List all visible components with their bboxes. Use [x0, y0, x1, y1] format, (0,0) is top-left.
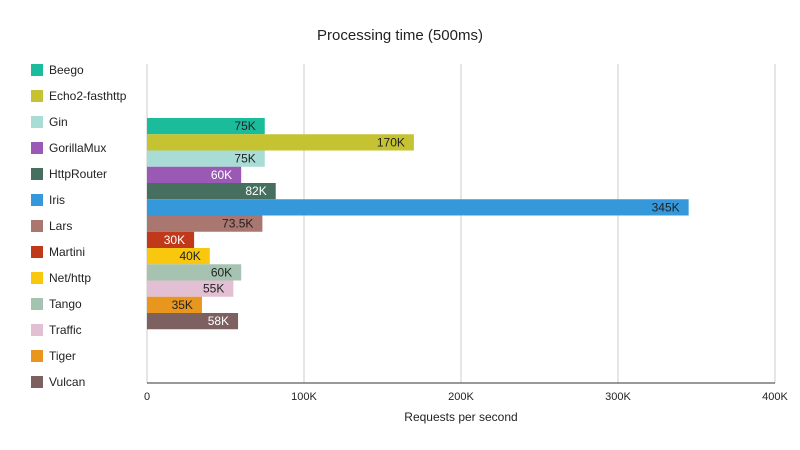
legend-label: Tiger — [49, 349, 76, 363]
bar — [147, 264, 242, 281]
bar — [147, 215, 263, 232]
legend-label: Net/http — [49, 271, 91, 285]
legend-swatch — [31, 298, 43, 310]
legend-swatch — [31, 350, 43, 362]
bar-data-label: 75K — [234, 119, 255, 133]
legend-swatch — [31, 64, 43, 76]
legend-swatch — [31, 194, 43, 206]
legend-label: Echo2-fasthttp — [49, 89, 127, 103]
bar — [147, 280, 234, 297]
bar-data-label: 55K — [203, 282, 224, 296]
legend-label: Gin — [49, 115, 68, 129]
bar-data-label: 30K — [164, 233, 185, 247]
bar — [147, 150, 265, 167]
bar-data-label: 73.5K — [222, 217, 253, 231]
legend-swatch — [31, 272, 43, 284]
bar — [147, 231, 195, 248]
bar-data-label: 35K — [172, 298, 193, 312]
bar-data-label: 60K — [211, 265, 232, 279]
legend-label: Beego — [49, 63, 84, 77]
bar — [147, 166, 242, 183]
bar-data-label: 170K — [377, 135, 405, 149]
legend-label: HttpRouter — [49, 167, 107, 181]
bar-data-label: 345K — [652, 200, 680, 214]
x-tick-label: 100K — [291, 391, 317, 403]
bar-data-label: 60K — [211, 168, 232, 182]
x-tick-label: 400K — [762, 391, 788, 403]
bar — [147, 248, 210, 265]
legend-label: Martini — [49, 245, 85, 259]
legend-swatch — [31, 246, 43, 258]
bar-data-label: 58K — [208, 314, 229, 328]
legend-label: Lars — [49, 219, 72, 233]
x-tick-label: 200K — [448, 391, 474, 403]
x-tick-labels: 0 100K 200K 300K 400K — [144, 391, 789, 403]
legend-swatch — [31, 376, 43, 388]
bar — [147, 183, 276, 200]
bars: 75K170K75K60K82K345K73.5K30K40K60K55K35K… — [147, 118, 689, 330]
legend-swatch — [31, 324, 43, 336]
legend-swatch — [31, 168, 43, 180]
bar-data-label: 75K — [234, 152, 255, 166]
bar-data-label: 40K — [179, 249, 200, 263]
bar — [147, 313, 239, 330]
x-tick-label: 0 — [144, 391, 150, 403]
legend-swatch — [31, 142, 43, 154]
bar — [147, 296, 202, 313]
bar-data-label: 82K — [245, 184, 266, 198]
legend-swatch — [31, 220, 43, 232]
legend-label: Iris — [49, 193, 65, 207]
legend-swatch — [31, 116, 43, 128]
chart-title: Processing time (500ms) — [317, 27, 483, 44]
bar — [147, 118, 265, 135]
x-axis-title: Requests per second — [404, 410, 517, 424]
x-tick-label: 300K — [605, 391, 631, 403]
legend-label: Tango — [49, 297, 82, 311]
legend: Beego Echo2-fasthttp Gin GorillaMux HttpRout… — [31, 63, 127, 389]
legend-label: Vulcan — [49, 375, 85, 389]
bar — [147, 134, 414, 151]
bar — [147, 199, 689, 216]
legend-label: GorillaMux — [49, 141, 106, 155]
legend-swatch — [31, 90, 43, 102]
legend-label: Traffic — [49, 323, 82, 337]
